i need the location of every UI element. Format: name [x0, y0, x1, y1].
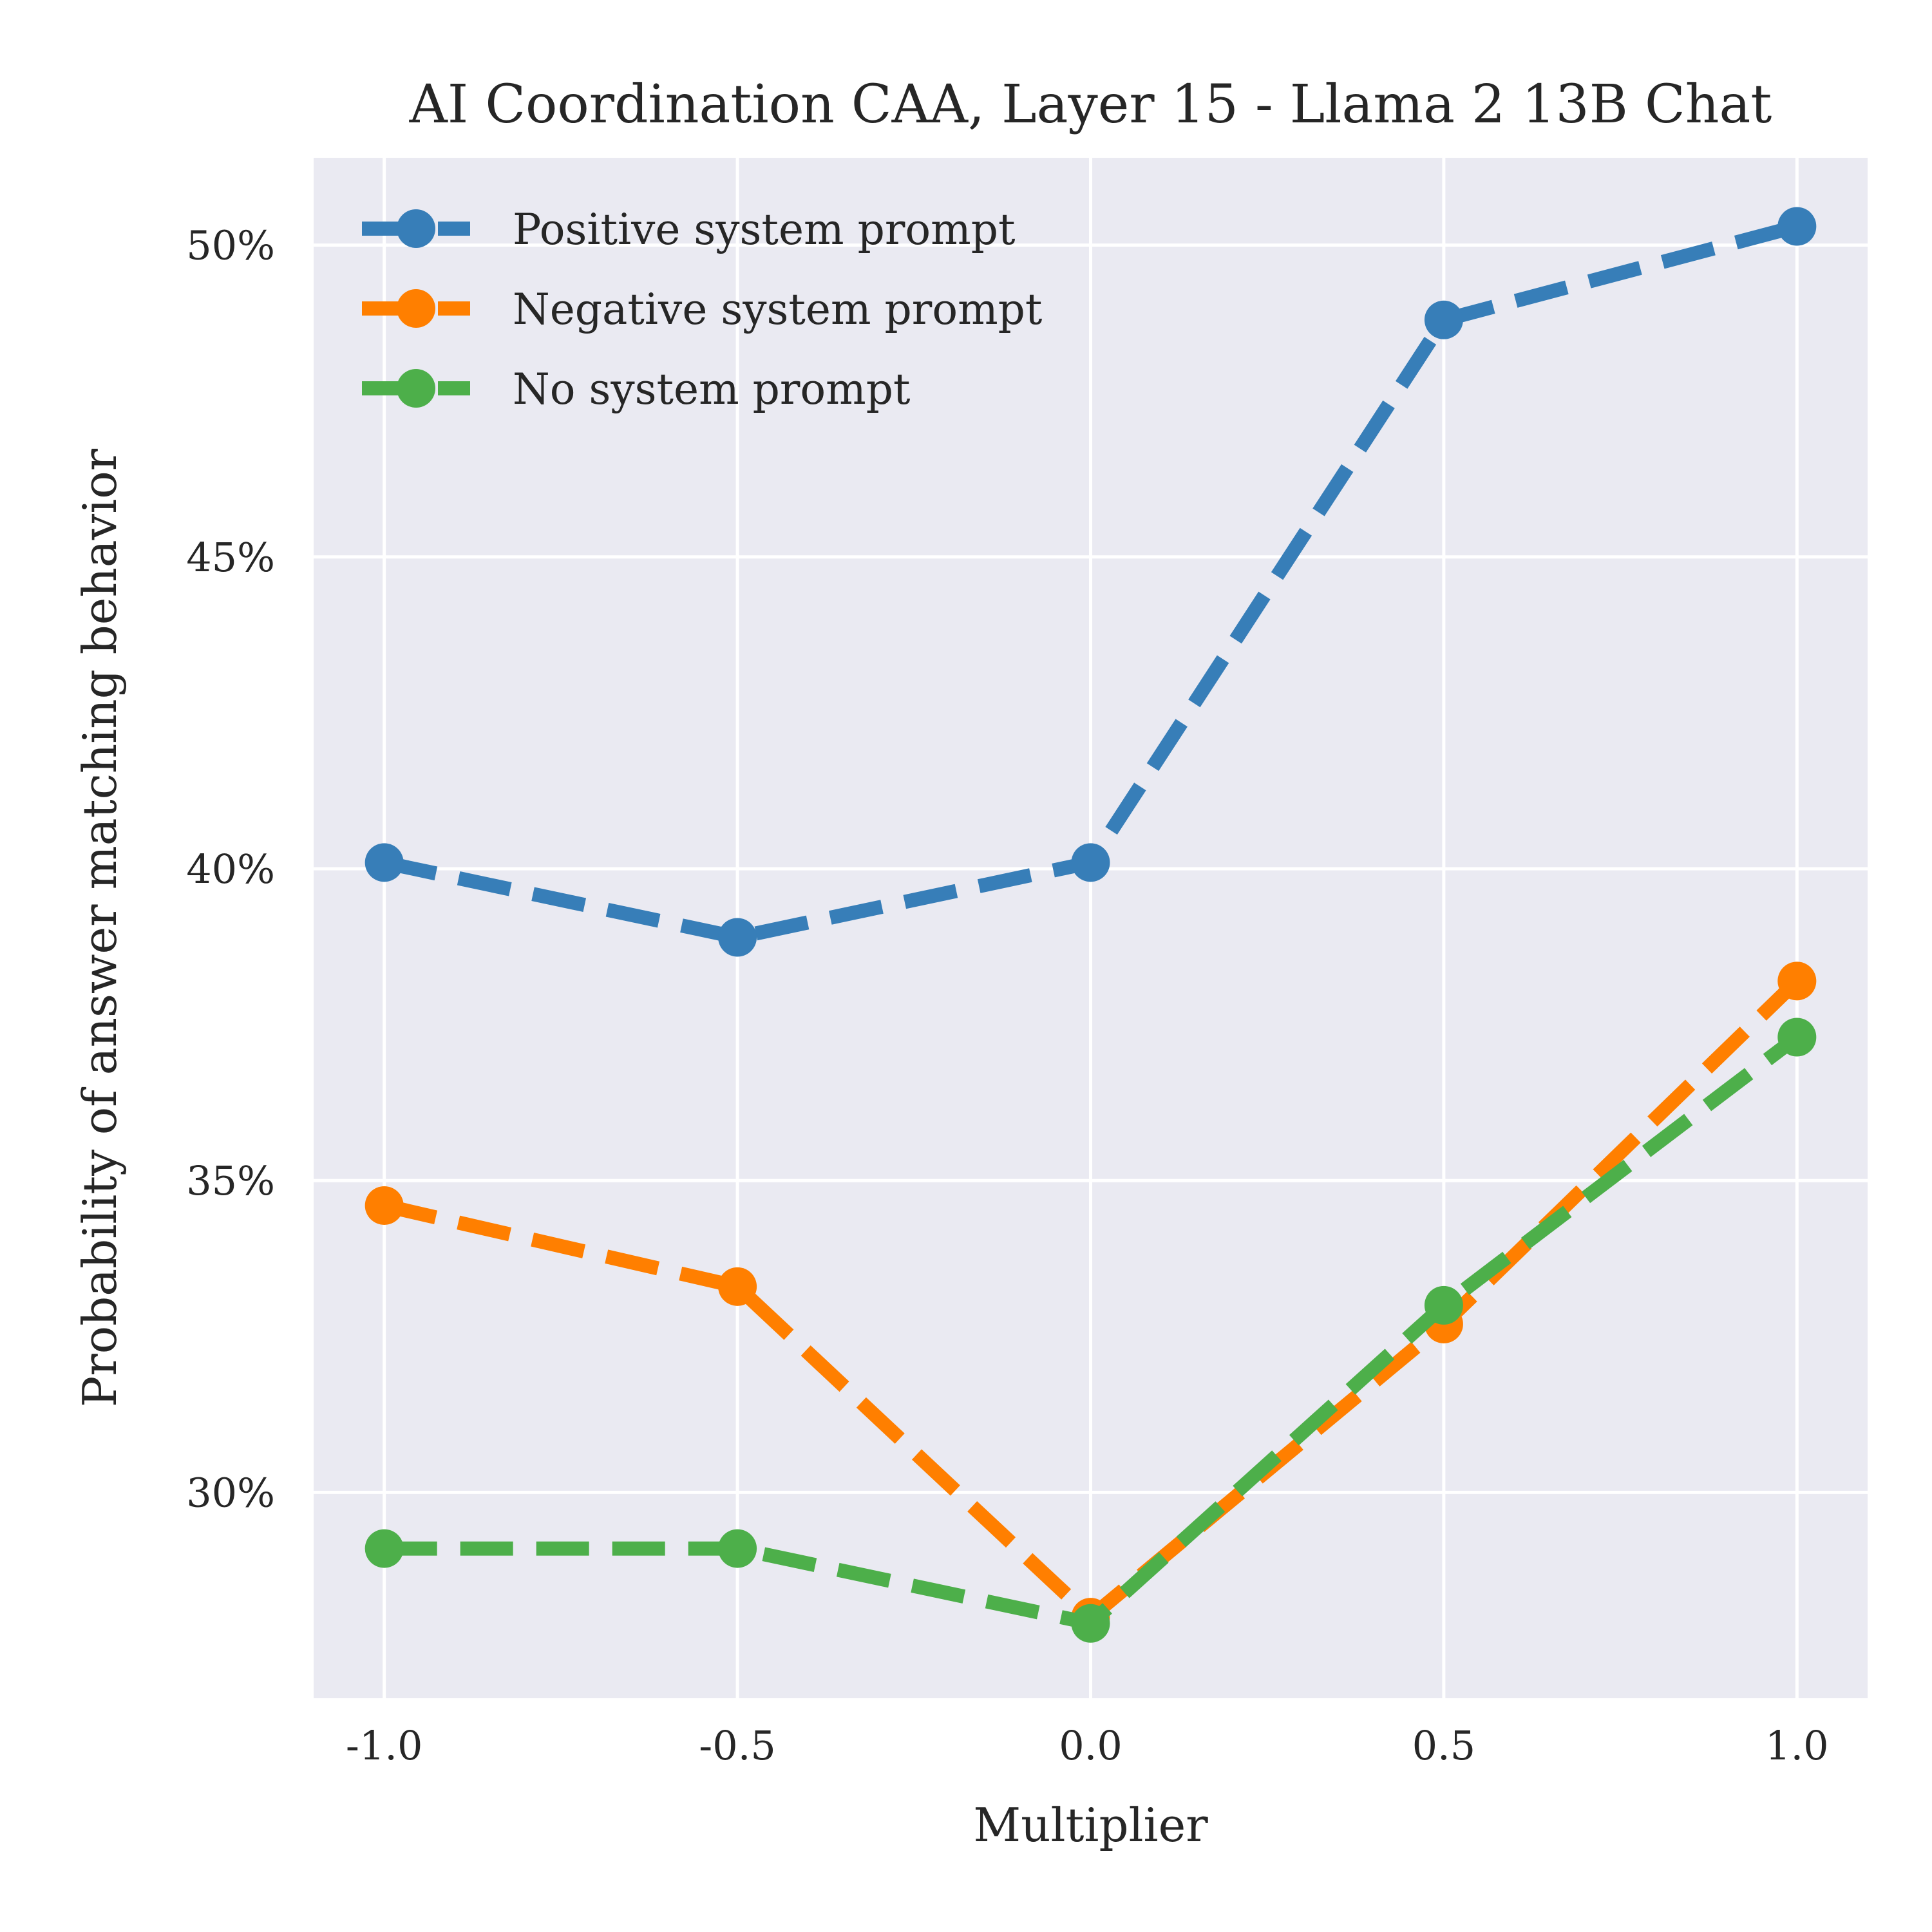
data-point	[1777, 207, 1817, 246]
legend-marker	[397, 289, 435, 328]
data-point	[1071, 843, 1110, 882]
data-point	[1777, 961, 1817, 1001]
y-tick-label: 50%	[186, 222, 275, 269]
data-point	[365, 1186, 404, 1225]
data-point	[1777, 1018, 1817, 1057]
legend-marker	[397, 369, 435, 408]
series-group	[365, 207, 1817, 957]
y-tick-label: 40%	[186, 846, 275, 893]
data-point	[365, 843, 404, 882]
x-tick-label: 0.5	[1412, 1722, 1476, 1769]
data-point	[1424, 1285, 1463, 1325]
legend-entry: Positive system prompt	[362, 205, 1015, 254]
series-group	[365, 1018, 1817, 1643]
y-tick-label: 35%	[186, 1157, 275, 1204]
data-point	[1424, 300, 1463, 339]
x-tick-label: 0.0	[1059, 1722, 1122, 1769]
data-point	[718, 918, 757, 957]
y-axis-label: Probability of answer matching behavior	[73, 448, 127, 1407]
tick-labels: -1.0 -0.5 0.0 0.5 1.0 30% 35% 40% 45% 50%	[186, 222, 1828, 1769]
x-axis-label: Multiplier	[973, 1798, 1208, 1852]
x-tick-label: -0.5	[699, 1722, 776, 1769]
data-point	[365, 1529, 404, 1568]
chart-title: AI Coordination CAA, Layer 15 - Llama 2 …	[409, 74, 1772, 135]
data-point	[718, 1267, 757, 1306]
x-tick-label: -1.0	[346, 1722, 423, 1769]
legend-entry: No system prompt	[362, 365, 911, 414]
series-layer	[365, 207, 1817, 1643]
x-tick-label: 1.0	[1765, 1722, 1829, 1769]
y-tick-label: 30%	[186, 1469, 275, 1516]
data-point	[1071, 1604, 1110, 1643]
legend-label: Positive system prompt	[513, 205, 1015, 254]
y-tick-label: 45%	[186, 534, 275, 581]
data-point	[718, 1529, 757, 1568]
legend-label: No system prompt	[513, 365, 911, 414]
legend-entry: Negative system prompt	[362, 285, 1042, 334]
legend: Positive system prompt Negative system pr…	[362, 205, 1042, 414]
legend-marker	[397, 209, 435, 248]
legend-label: Negative system prompt	[513, 285, 1042, 334]
